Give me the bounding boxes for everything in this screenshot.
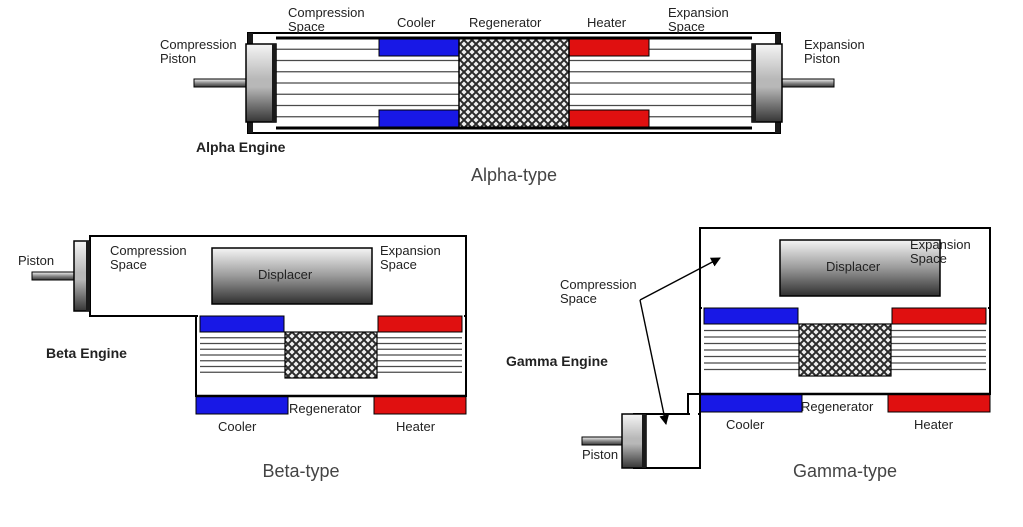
beta-piston-label: Piston xyxy=(18,254,54,268)
gamma-regenerator-label: Regenerator xyxy=(801,400,873,414)
alpha-expansion-piston-label: Expansion Piston xyxy=(804,38,865,67)
beta-displacer-label: Displacer xyxy=(258,268,312,282)
beta-compression-space-label: Compression Space xyxy=(110,244,187,273)
beta-regenerator-label: Regenerator xyxy=(289,402,361,416)
alpha-caption: Alpha-type xyxy=(471,166,557,186)
alpha-heater-label: Heater xyxy=(587,16,626,30)
beta-name-label: Beta Engine xyxy=(46,346,127,361)
gamma-displacer-label: Displacer xyxy=(826,260,880,274)
alpha-name-label: Alpha Engine xyxy=(196,140,285,155)
gamma-name-label: Gamma Engine xyxy=(506,354,608,369)
beta-expansion-space-label: Expansion Space xyxy=(380,244,441,273)
beta-caption: Beta-type xyxy=(262,462,339,482)
beta-heater-label: Heater xyxy=(396,420,435,434)
gamma-caption: Gamma-type xyxy=(793,462,897,482)
gamma-cooler-label: Cooler xyxy=(726,418,764,432)
gamma-heater-label: Heater xyxy=(914,418,953,432)
alpha-compression-piston-label: Compression Piston xyxy=(160,38,237,67)
beta-cooler-label: Cooler xyxy=(218,420,256,434)
gamma-piston-label: Piston xyxy=(582,448,618,462)
alpha-compression-space-label: Compression Space xyxy=(288,6,365,35)
gamma-expansion-space-label: Expansion Space xyxy=(910,238,971,267)
alpha-cooler-label: Cooler xyxy=(397,16,435,30)
gamma-compression-space-label: Compression Space xyxy=(560,278,637,307)
alpha-regenerator-label: Regenerator xyxy=(469,16,541,30)
alpha-expansion-space-label: Expansion Space xyxy=(668,6,729,35)
